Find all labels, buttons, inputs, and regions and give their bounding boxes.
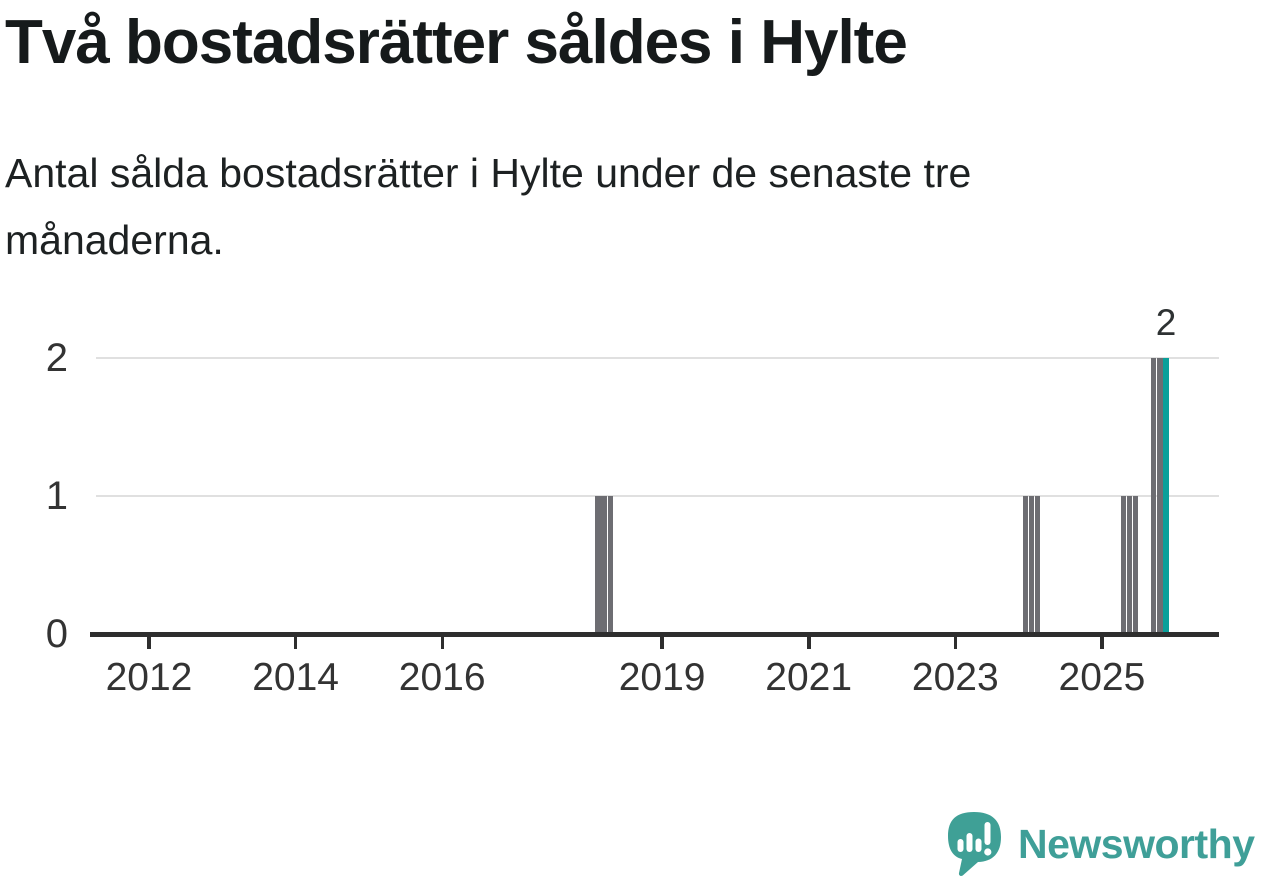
x-axis-label-2021: 2021 [765,656,853,699]
y-axis-label-2: 2 [45,336,68,380]
bar-2025-11 [1163,358,1169,632]
bar-2025-04 [1120,496,1126,632]
bar-2018-02 [595,496,601,632]
gridline-y1 [96,495,1219,497]
x-tick-2023 [953,636,958,649]
gridline-y2 [96,357,1219,359]
x-axis-label-2016: 2016 [398,656,486,699]
x-axis-label-2019: 2019 [618,656,706,699]
chart-subtitle-line2: månaderna. [5,217,224,263]
x-axis-line [90,632,1219,637]
brand-name: Newsworthy [1018,820,1255,867]
bar-2024-01 [1029,496,1035,632]
newsworthy-logo-icon [948,812,1001,877]
brand-footer: Newsworthy [946,810,1255,878]
y-axis-label-0: 0 [45,612,68,656]
y-axis-label-1: 1 [45,474,68,518]
bar-2023-12 [1022,496,1029,632]
x-tick-2019 [660,636,664,649]
x-tick-2014 [293,636,298,649]
bar-2025-09 [1151,358,1157,632]
x-axis-label-2023: 2023 [911,656,999,699]
bar-2024-02 [1035,496,1041,632]
x-tick-2016 [440,636,444,649]
bar-value-label: 2 [1155,302,1177,343]
x-tick-2021 [807,636,811,649]
x-tick-2012 [147,636,151,649]
bar-2018-04 [607,496,613,632]
bar-2025-06 [1132,496,1139,632]
bar-2025-10 [1157,358,1163,632]
chart-title: Två bostadsrätter såldes i Hylte [5,8,908,77]
bar-2018-03 [601,496,607,632]
x-axis-label-2012: 2012 [105,656,193,699]
x-axis-label-2025: 2025 [1058,656,1146,699]
x-axis-label-2014: 2014 [252,656,339,699]
chart-subtitle-line1: Antal sålda bostadsrätter i Hylte under … [5,150,972,196]
bar-2025-05 [1126,496,1132,632]
x-tick-2025 [1100,636,1104,649]
